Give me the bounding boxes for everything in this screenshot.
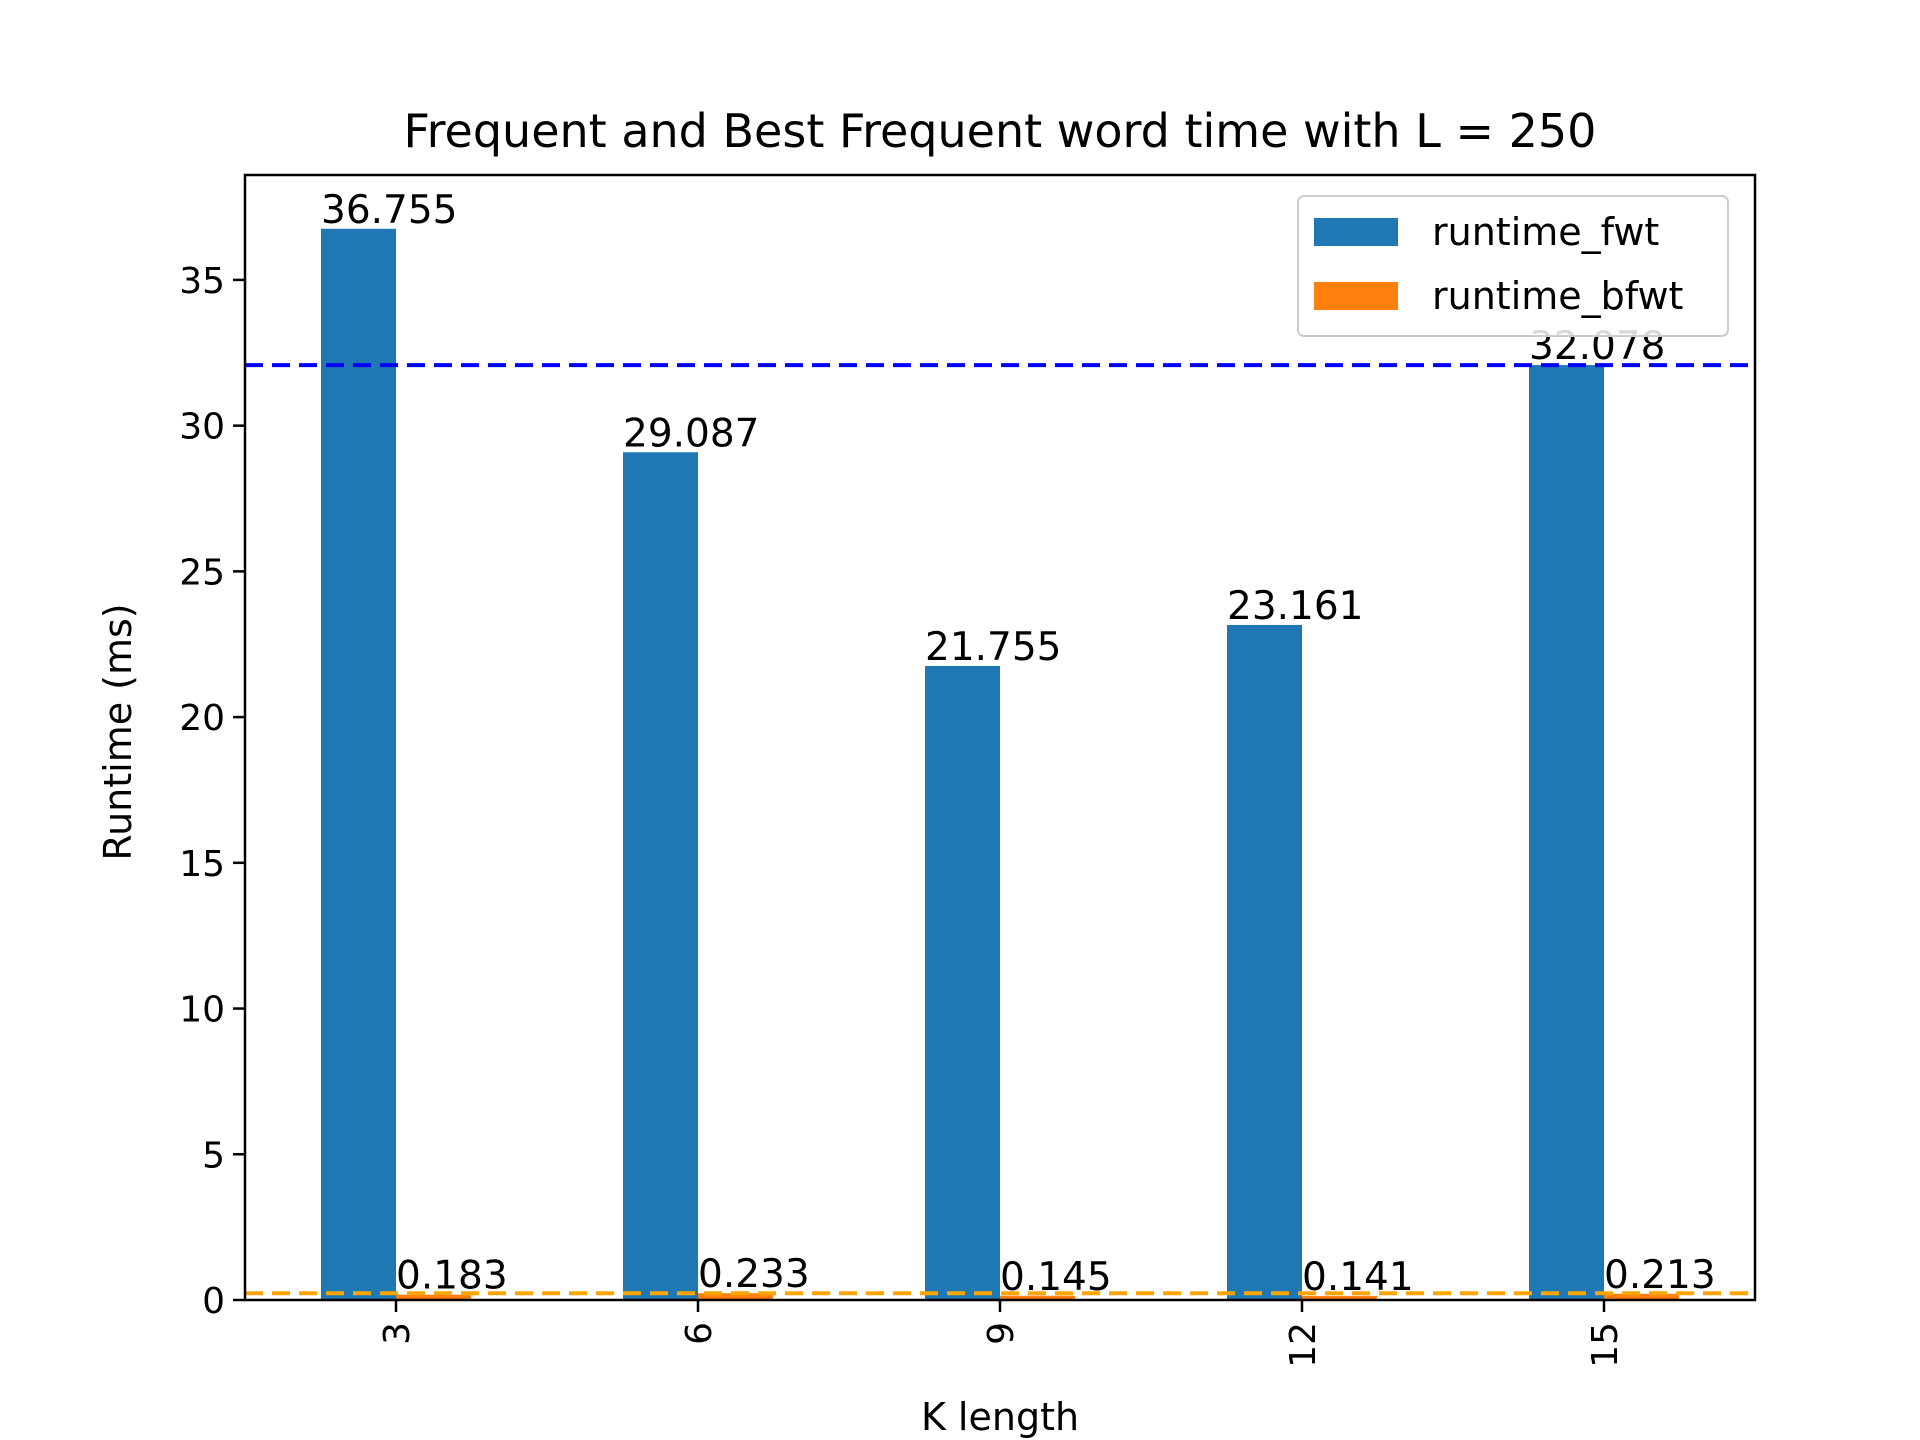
x-axis-label: K length [921,1395,1079,1439]
data-label-runtime_bfwt-9: 0.145 [1000,1255,1112,1300]
chart-title: Frequent and Best Frequent word time wit… [404,104,1597,158]
x-tick-label-6: 6 [679,1322,720,1345]
data-label-runtime_bfwt-12: 0.141 [1302,1255,1414,1300]
x-tick-label-3: 3 [377,1322,418,1345]
legend-label-runtime_bfwt: runtime_bfwt [1432,274,1683,318]
bar-runtime_fwt-12 [1227,624,1302,1300]
data-label-runtime_bfwt-15: 0.213 [1604,1253,1716,1298]
y-tick-label-5: 5 [202,1135,225,1176]
data-label-runtime_fwt-3: 36.755 [321,188,457,233]
bar-runtime_bfwt-6 [698,1293,773,1300]
y-axis-label: Runtime (ms) [96,603,140,860]
y-tick-label-20: 20 [179,698,225,739]
bar-runtime_fwt-6 [623,452,698,1301]
y-tick-label-15: 15 [179,844,225,885]
data-label-runtime_bfwt-6: 0.233 [698,1252,810,1297]
data-label-runtime_fwt-9: 21.755 [925,625,1061,670]
data-label-runtime_fwt-12: 23.161 [1227,584,1363,629]
y-tick-label-35: 35 [179,261,225,302]
legend-box [1297,195,1729,337]
y-tick-label-0: 0 [202,1281,225,1322]
legend-swatch-runtime_bfwt [1314,282,1398,310]
bar-runtime_fwt-15 [1529,365,1604,1300]
bar-runtime_fwt-9 [925,665,1000,1300]
bar-runtime_fwt-3 [321,228,396,1300]
bar-runtime_bfwt-9 [1000,1295,1075,1300]
legend-swatch-runtime_fwt [1314,218,1398,246]
bar-runtime_bfwt-12 [1302,1295,1377,1300]
legend: runtime_fwt runtime_bfwt [1297,195,1729,337]
y-tick-label-30: 30 [179,407,225,448]
bar-runtime_bfwt-15 [1604,1293,1679,1300]
x-tick-label-15: 15 [1585,1322,1626,1368]
legend-label-runtime_fwt: runtime_fwt [1432,210,1659,254]
bar-runtime_bfwt-3 [396,1294,471,1300]
y-tick-label-10: 10 [179,990,225,1031]
y-tick-label-25: 25 [179,552,225,593]
data-label-runtime_bfwt-3: 0.183 [396,1254,508,1299]
x-tick-label-9: 9 [981,1322,1022,1345]
x-tick-label-12: 12 [1283,1322,1324,1368]
data-label-runtime_fwt-6: 29.087 [623,411,759,456]
